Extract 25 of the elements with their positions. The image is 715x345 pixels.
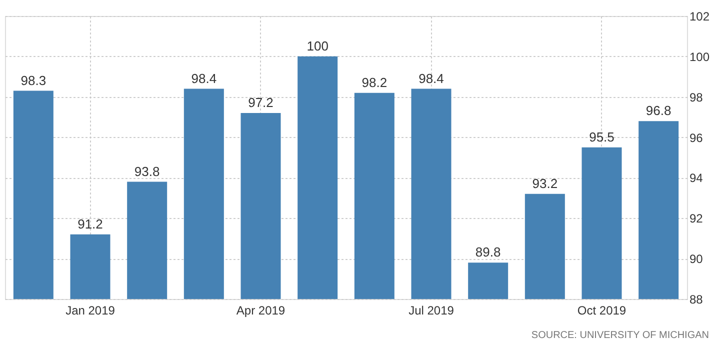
x-tick-label: Apr 2019 xyxy=(236,304,286,318)
y-tick-label: 102 xyxy=(690,10,710,24)
y-tick-label: 96 xyxy=(690,130,704,145)
y-tick-label: 98 xyxy=(690,90,704,104)
x-tick-label: Jan 2019 xyxy=(66,304,116,318)
data-label: 93.8 xyxy=(134,164,160,179)
data-label: 95.5 xyxy=(589,129,614,144)
y-tick-label: 100 xyxy=(690,50,710,64)
y-tick-label: 92 xyxy=(690,212,704,226)
y-tick-label: 88 xyxy=(690,292,704,306)
x-tick-label: Oct 2019 xyxy=(577,304,626,318)
y-tick-label: 90 xyxy=(690,252,704,266)
data-label: 98.3 xyxy=(20,72,46,88)
data-label: 93.2 xyxy=(532,176,558,191)
data-label: 96.8 xyxy=(646,103,672,118)
data-label: 98.4 xyxy=(191,70,217,86)
data-label: 97.2 xyxy=(248,95,274,110)
data-label: 100 xyxy=(306,38,328,54)
data-label: 89.8 xyxy=(475,244,501,260)
data-label: 91.2 xyxy=(78,216,103,232)
x-tick-label: Jul 2019 xyxy=(408,304,454,318)
data-label: 98.2 xyxy=(362,74,388,90)
source-note: SOURCE: UNIVERSITY OF MICHIGAN xyxy=(531,330,710,341)
data-label: 98.4 xyxy=(418,70,444,86)
y-tick-label: 94 xyxy=(690,171,704,186)
